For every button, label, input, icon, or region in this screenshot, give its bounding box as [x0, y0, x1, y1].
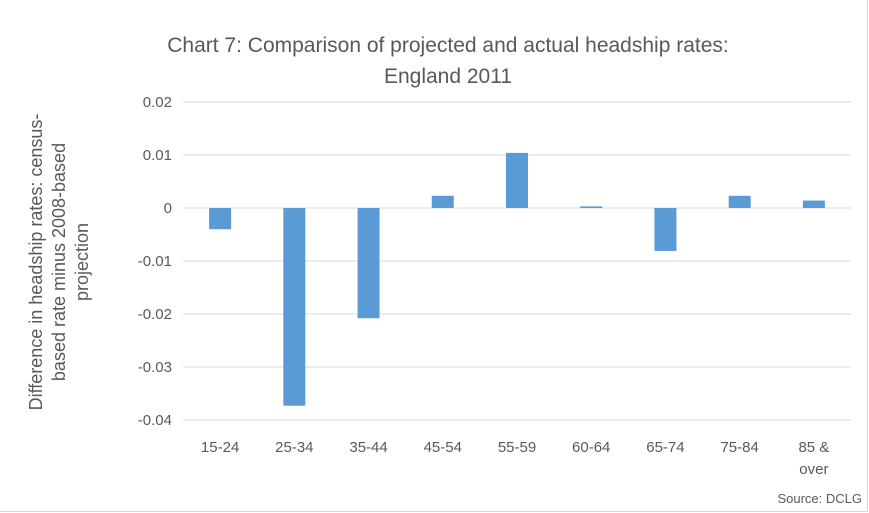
bar-85-over	[802, 200, 825, 208]
y-axis-label-line-2: based rate minus 2008-based	[49, 143, 69, 381]
source-note: Source: DCLG	[777, 491, 862, 506]
x-tick-label: 55-59	[498, 439, 536, 456]
x-tick-label: 25-34	[275, 439, 313, 456]
bar-45-54	[431, 195, 454, 208]
y-axis-label-line-3: projection	[72, 223, 92, 301]
gridlines	[183, 101, 851, 421]
y-tick-label: -0.02	[138, 306, 172, 323]
y-axis-label-line-1: Difference in headship rates: census-	[26, 114, 46, 411]
x-tick-label: 75-84	[720, 439, 758, 456]
bars	[209, 152, 825, 406]
x-axis-ticks: 15-24 25-34 35-44 45-54 55-59 60-64 65-74 75-84…	[201, 439, 829, 478]
bar-55-59	[506, 152, 528, 208]
y-tick-label: -0.03	[138, 359, 172, 376]
bar-35-44	[357, 208, 380, 319]
y-tick-label: 0.01	[143, 147, 172, 164]
chart-title-line-1: Chart 7: Comparison of projected and act…	[167, 34, 729, 57]
x-tick-label: 45-54	[424, 439, 462, 456]
y-tick-label: 0	[164, 200, 172, 217]
bar-65-74	[654, 208, 677, 251]
x-tick-label: 60-64	[572, 439, 610, 456]
chart-title: Chart 7: Comparison of projected and act…	[167, 34, 729, 88]
bar-25-34	[283, 208, 306, 406]
y-tick-label: -0.01	[138, 253, 172, 270]
x-tick-label: 85 & over	[798, 439, 829, 478]
x-tick-label: 15-24	[201, 439, 239, 456]
x-tick-label: 35-44	[349, 439, 387, 456]
y-tick-label: -0.04	[138, 412, 172, 429]
chart-title-line-2: England 2011	[384, 65, 512, 88]
y-tick-label: 0.02	[143, 94, 172, 111]
bar-60-64	[580, 206, 603, 208]
y-axis-ticks: 0.02 0.01 0 -0.01 -0.02 -0.03 -0.04	[138, 94, 172, 429]
y-axis-label: Difference in headship rates: census- ba…	[26, 114, 92, 411]
x-tick-label: 65-74	[646, 439, 684, 456]
bar-15-24	[209, 208, 232, 230]
bar-75-84	[728, 195, 751, 208]
